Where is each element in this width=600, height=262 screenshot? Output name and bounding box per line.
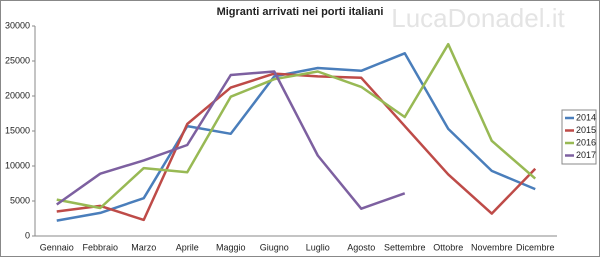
y-tick-label: 15000 xyxy=(5,125,30,135)
series-line xyxy=(56,52,536,222)
x-tick-label: Marzo xyxy=(131,242,156,252)
y-tick-label: 5000 xyxy=(10,195,30,205)
legend-label: 2017 xyxy=(576,150,596,160)
x-tick-label: Aprile xyxy=(176,242,199,252)
x-tick-label: Febbraio xyxy=(82,242,118,252)
y-tick-label: 20000 xyxy=(5,90,30,100)
legend-label: 2015 xyxy=(576,125,596,135)
y-tick-label: 0 xyxy=(25,230,30,240)
y-tick-label: 30000 xyxy=(5,20,30,30)
y-tick-label: 10000 xyxy=(5,160,30,170)
x-tick-label: Novembre xyxy=(471,242,513,252)
legend-label: 2016 xyxy=(576,137,596,147)
y-tick-label: 25000 xyxy=(5,55,30,65)
x-tick-label: Ottobre xyxy=(433,242,463,252)
x-tick-label: Dicembre xyxy=(516,242,555,252)
chart-title: Migranti arrivati nei porti italiani xyxy=(217,6,384,18)
x-tick-label: Maggio xyxy=(216,242,246,252)
legend-label: 2014 xyxy=(576,112,596,122)
x-tick-label: Agosto xyxy=(347,242,375,252)
watermark: LucaDonadel.it xyxy=(391,3,565,33)
x-tick-label: Settembre xyxy=(384,242,426,252)
x-tick-label: Luglio xyxy=(306,242,330,252)
x-tick-label: Giugno xyxy=(260,242,289,252)
series-line xyxy=(56,70,406,210)
x-tick-label: Gennaio xyxy=(40,242,74,252)
series-line xyxy=(56,42,537,210)
